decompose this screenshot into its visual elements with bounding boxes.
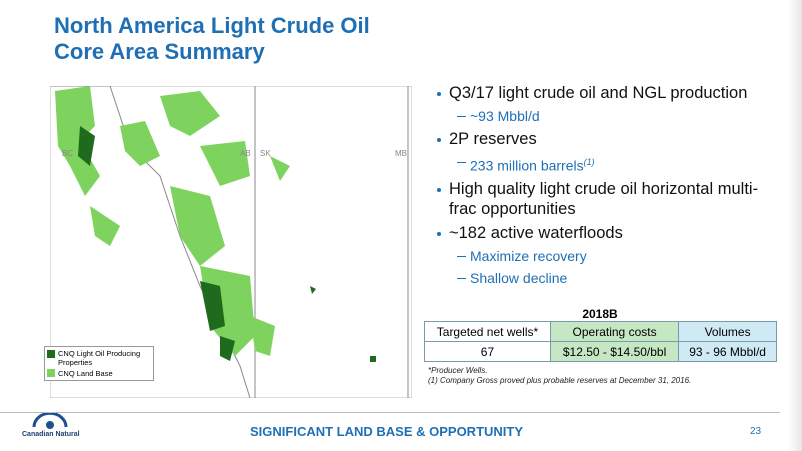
bullet-text: ~182 active waterfloods bbox=[449, 223, 623, 242]
bullet: High quality light crude oil horizontal … bbox=[437, 179, 777, 219]
bullet-text: High quality light crude oil horizontal … bbox=[449, 179, 759, 218]
bullet-dot bbox=[437, 138, 441, 142]
sub-text: Maximize recovery bbox=[470, 247, 587, 264]
header-cell: Targeted net wells* bbox=[424, 321, 551, 342]
bullet: ~182 active waterfloods bbox=[437, 223, 777, 243]
cell: 93 - 96 Mbbl/d bbox=[678, 341, 777, 362]
sub-bullet: Shallow decline bbox=[437, 269, 777, 287]
bullet-list: Q3/17 light crude oil and NGL production… bbox=[437, 79, 777, 287]
bullet-text: Q3/17 light crude oil and NGL production bbox=[449, 84, 748, 102]
legend-item: CNQ Land Base bbox=[47, 369, 151, 378]
dash bbox=[457, 277, 466, 279]
table-caption: 2018B bbox=[582, 307, 618, 321]
sub-bullet: Maximize recovery bbox=[437, 247, 777, 265]
title: North America Light Crude Oil Core Area … bbox=[54, 13, 370, 65]
table: Targeted net wells* Operating costs Volume… bbox=[424, 321, 777, 362]
map-label: AB bbox=[240, 149, 251, 158]
dash bbox=[457, 255, 466, 257]
logo-mark bbox=[32, 413, 68, 429]
footer-tagline: SIGNIFICANT LAND BASE & OPPORTUNITY bbox=[250, 424, 524, 439]
footnote: (1) Company Gross proved plus probable r… bbox=[428, 376, 692, 385]
header-cell: Operating costs bbox=[549, 321, 680, 342]
swatch bbox=[47, 369, 55, 377]
sub-text: ~93 Mbbl/d bbox=[470, 108, 540, 124]
map-label: MB bbox=[395, 149, 407, 158]
footnote: *Producer Wells. bbox=[428, 366, 488, 375]
row: 67 $12.50 - $14.50/bbl 93 - 96 Mbbl/d bbox=[424, 341, 777, 362]
bullet-text: 2P reserves bbox=[449, 130, 537, 148]
footer-rule bbox=[0, 412, 780, 413]
title-line: North America Light Crude Oil bbox=[54, 13, 370, 38]
dash bbox=[457, 116, 466, 117]
bullet: 2P reserves bbox=[437, 129, 777, 149]
edge-shade bbox=[788, 0, 802, 451]
logo-text: Canadian Natural bbox=[22, 431, 80, 438]
header-cell: Volumes bbox=[678, 321, 777, 342]
map-legend: CNQ Light Oil Producing Properties CNQ L… bbox=[44, 346, 154, 381]
swatch bbox=[47, 350, 55, 358]
bullet-dot bbox=[437, 187, 441, 192]
map-label: BC bbox=[62, 149, 73, 158]
bullet: Q3/17 light crude oil and NGL production bbox=[437, 83, 777, 103]
producing bbox=[78, 126, 376, 362]
cell: 67 bbox=[424, 341, 551, 362]
cell: $12.50 - $14.50/bbl bbox=[549, 341, 680, 362]
sub-text: 233 million barrels bbox=[470, 157, 584, 174]
legend-item: CNQ Light Oil Producing Properties bbox=[47, 349, 151, 367]
sub-bullet: 233 million barrels(1) bbox=[437, 153, 777, 175]
bullet-dot bbox=[437, 231, 441, 236]
sub-bullet: ~93 Mbbl/d bbox=[437, 107, 777, 125]
legend-text: CNQ Light Oil Producing Properties bbox=[58, 349, 141, 367]
page-number: 23 bbox=[750, 426, 762, 437]
note: (1) bbox=[583, 157, 595, 167]
sub-text: Shallow decline bbox=[470, 269, 568, 286]
dash bbox=[457, 162, 466, 163]
map-label: SK bbox=[260, 149, 271, 158]
title-line: Core Area Summary bbox=[54, 39, 265, 64]
header-row: Targeted net wells* Operating costs Volume… bbox=[424, 321, 777, 342]
legend-text: CNQ Land Base bbox=[58, 369, 113, 378]
bullet-dot bbox=[437, 92, 441, 96]
